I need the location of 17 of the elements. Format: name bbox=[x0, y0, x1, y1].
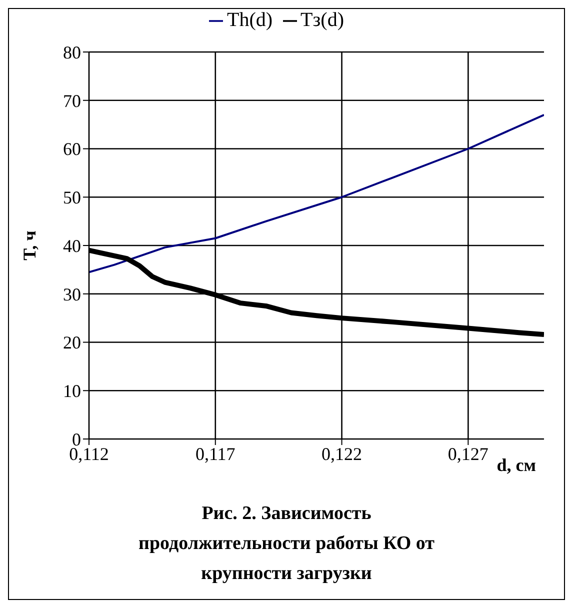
y-tick-label: 20 bbox=[63, 332, 81, 353]
y-tick-label: 70 bbox=[63, 90, 81, 111]
y-tick-label: 80 bbox=[63, 42, 81, 62]
legend-label: Tз(d) bbox=[300, 9, 344, 31]
legend-label: Th(d) bbox=[227, 9, 273, 31]
y-tick-label: 40 bbox=[63, 236, 81, 256]
y-tick-label: 50 bbox=[63, 188, 81, 208]
x-axis-title: d, см bbox=[496, 455, 536, 475]
x-tick-label: 0,127 bbox=[448, 444, 488, 464]
y-tick-label: 60 bbox=[63, 139, 81, 160]
text: Рис. 2. Зависимость продолжительности работы КО от крупности загрузки bbox=[138, 502, 436, 586]
y-axis-title: T, ч bbox=[19, 230, 40, 260]
x-tick-label: 0,117 bbox=[195, 444, 236, 464]
y-tick-label: 0 bbox=[72, 429, 81, 450]
y-tick-label: 30 bbox=[63, 284, 81, 304]
y-tick-label: 10 bbox=[63, 381, 81, 402]
x-tick-label: 0,122 bbox=[322, 444, 362, 464]
